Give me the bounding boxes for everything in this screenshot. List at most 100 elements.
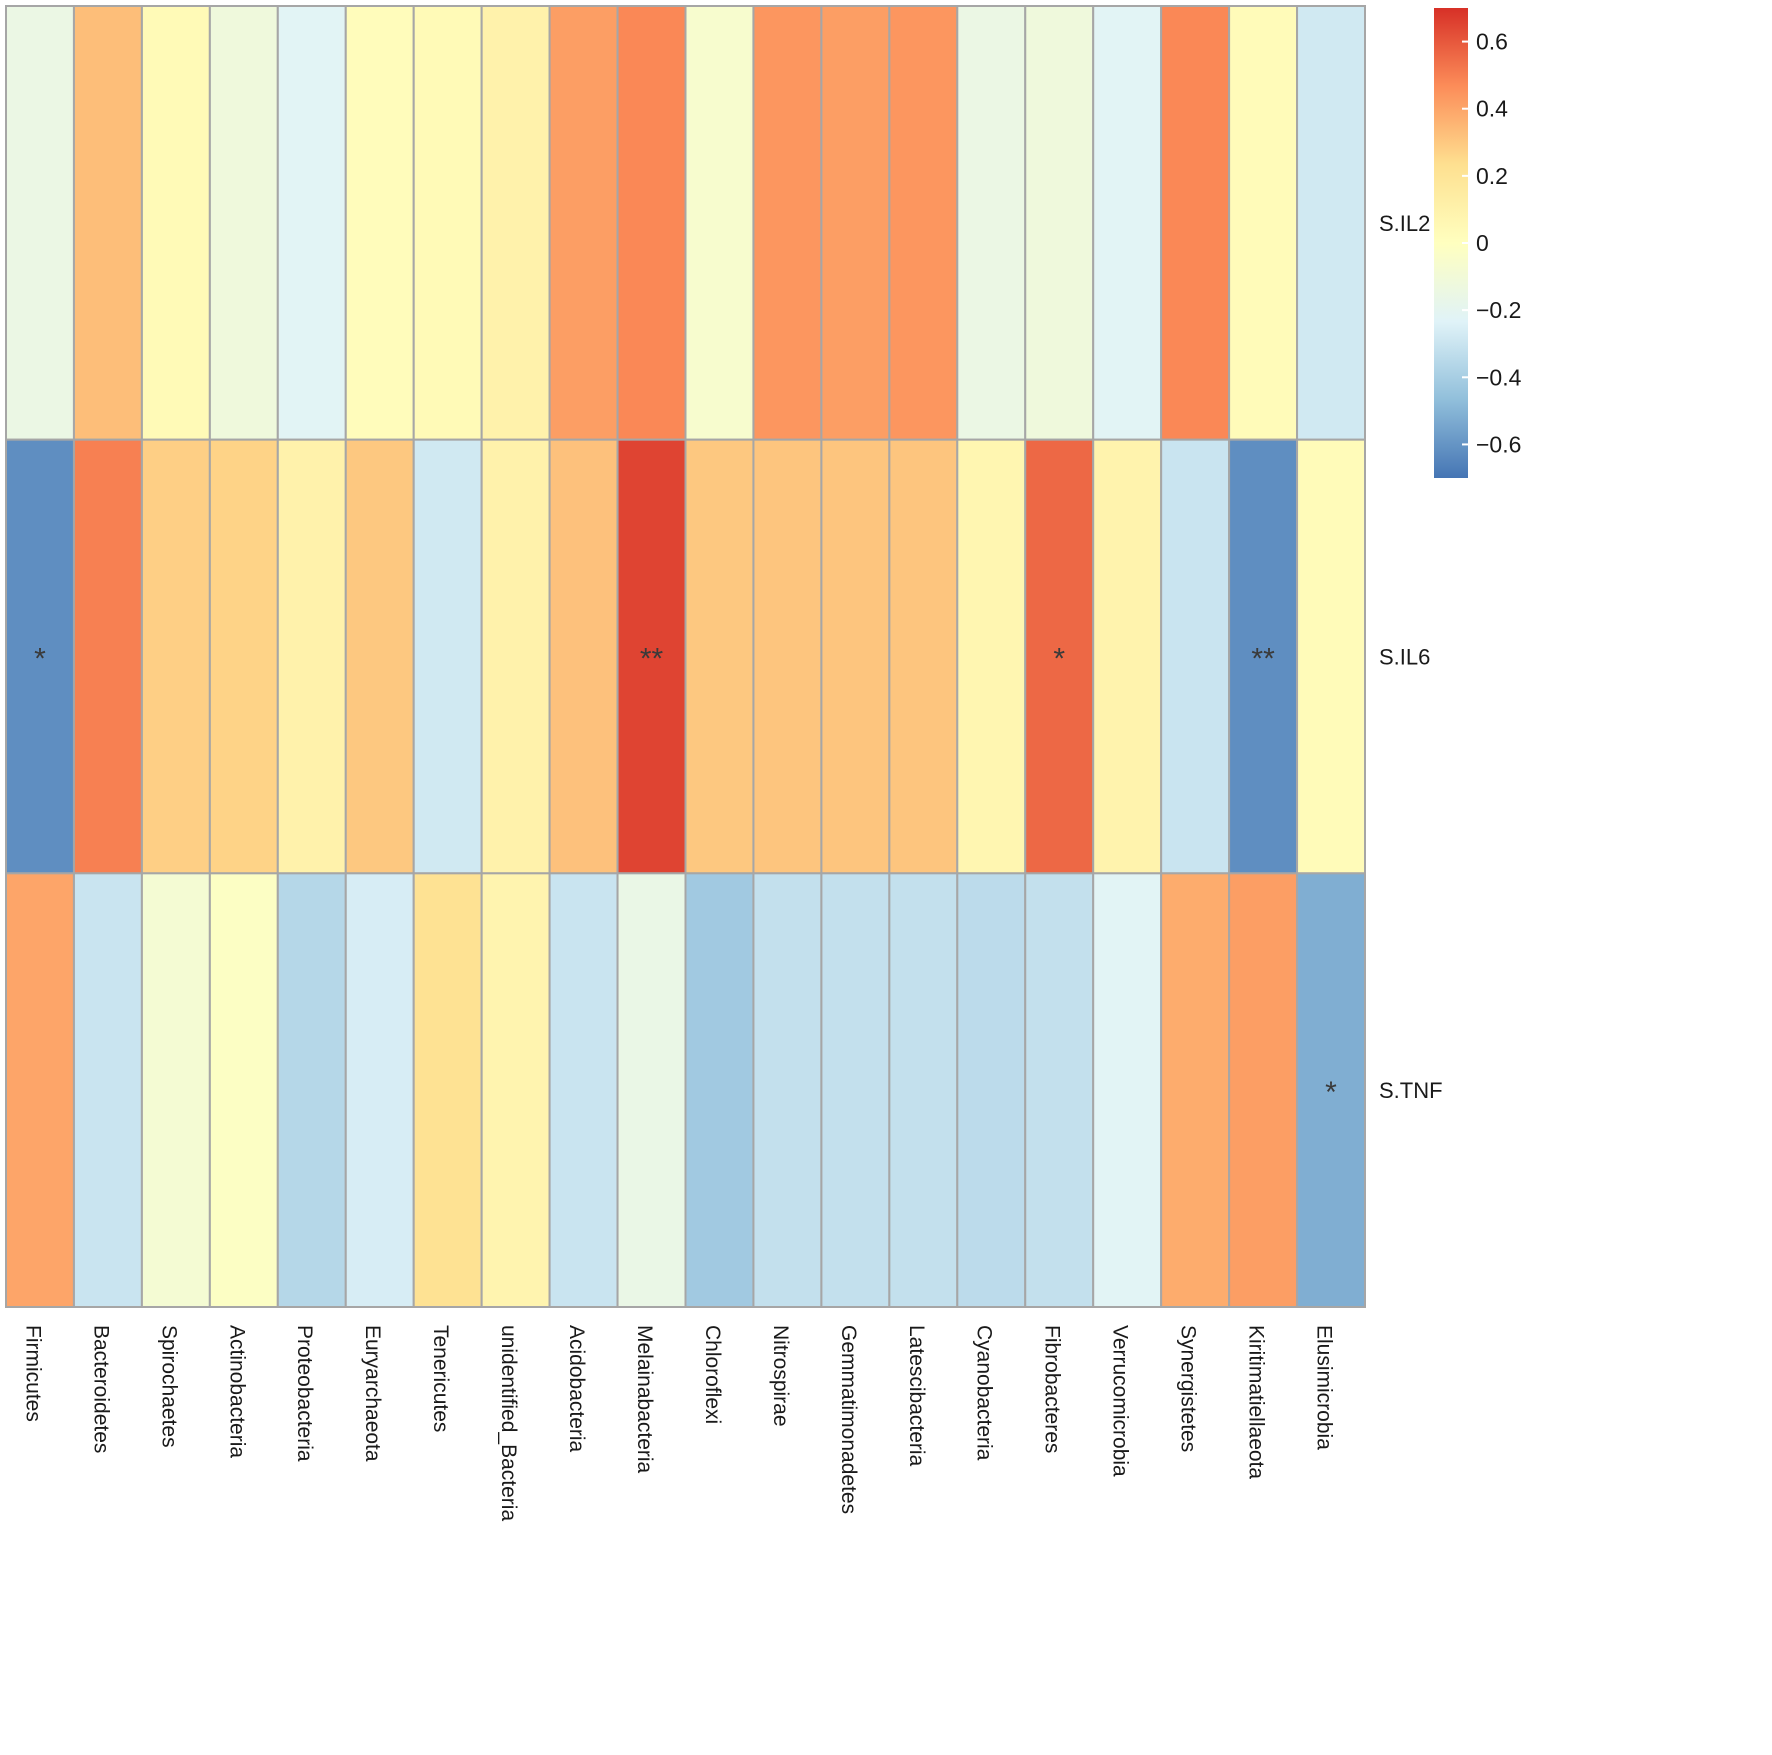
column-label: Kiritimatiellaeota	[1245, 1325, 1268, 1479]
significance-marker: **	[1251, 643, 1275, 676]
column-label: Spirochaetes	[157, 1325, 180, 1448]
column-label: Actinobacteria	[225, 1325, 248, 1458]
column-label: Cyanobacteria	[973, 1325, 996, 1461]
heatmap-cell	[140, 438, 211, 875]
heatmap-cell	[820, 438, 891, 875]
heatmap-cell	[412, 872, 483, 1309]
column-label: Gemmatimonadetes	[837, 1325, 860, 1514]
heatmap-cell	[1160, 5, 1231, 441]
column-label: Elusimicrobia	[1312, 1325, 1335, 1450]
heatmap-cell	[480, 438, 551, 875]
heatmap-cell	[72, 5, 143, 441]
heatmap-cell	[956, 438, 1027, 875]
column-label: Latescibacteria	[905, 1325, 928, 1467]
heatmap-cell	[276, 438, 347, 875]
heatmap-cell	[412, 438, 483, 875]
heatmap-cell	[888, 5, 959, 441]
heatmap-cell	[344, 438, 415, 875]
row-labels: S.IL2 S.IL6 S.TNF	[1379, 211, 1443, 1103]
heatmap-cell	[208, 5, 279, 441]
column-label: Fibrobacteres	[1041, 1325, 1064, 1453]
heatmap-cell	[1024, 5, 1095, 441]
heatmap-cell	[140, 5, 211, 441]
heatmap-cell	[548, 438, 619, 875]
heatmap-cell	[684, 872, 755, 1309]
column-label: Firmicutes	[21, 1325, 44, 1422]
column-label: Euryarchaeota	[361, 1325, 384, 1462]
heatmap-cell	[1092, 872, 1163, 1309]
column-label: Chloroflexi	[701, 1325, 724, 1424]
heatmap-cell	[752, 872, 823, 1309]
heatmap-cell	[820, 872, 891, 1309]
legend-tick-label: −0.4	[1476, 364, 1522, 390]
legend-tick-label: 0.6	[1476, 29, 1508, 55]
column-label: Bacteroidetes	[89, 1325, 112, 1453]
column-labels: Firmicutes Bacteroidetes Spirochaetes Actin…	[21, 1325, 1335, 1521]
significance-marker: *	[1325, 1076, 1337, 1109]
heatmap-cell	[344, 872, 415, 1309]
heatmap-cell	[752, 5, 823, 441]
heatmap-cell	[1296, 872, 1367, 1309]
heatmap-cell	[276, 5, 347, 441]
heatmap-cell	[548, 872, 619, 1309]
heatmap-cell	[412, 5, 483, 441]
column-label: Acidobacteria	[565, 1325, 588, 1453]
heatmap-cell	[616, 5, 687, 441]
heatmap-cell	[1092, 5, 1163, 441]
heatmap-cell	[208, 438, 279, 875]
heatmap-cell	[888, 872, 959, 1309]
significance-marker: **	[640, 643, 664, 676]
heatmap-cell	[72, 438, 143, 875]
legend-tick-label: −0.2	[1476, 297, 1521, 323]
heatmap-cell	[1296, 438, 1367, 875]
row-label: S.TNF	[1379, 1078, 1443, 1103]
row-label: S.IL2	[1379, 211, 1430, 236]
heatmap-cell	[1228, 5, 1299, 441]
row-label: S.IL6	[1379, 645, 1430, 670]
heatmap-cell	[616, 872, 687, 1309]
heatmap-cell	[480, 872, 551, 1309]
column-label: Nitrospirae	[769, 1325, 792, 1427]
heatmap-cell	[5, 5, 75, 441]
heatmap-cell	[72, 872, 143, 1309]
column-label: Proteobacteria	[293, 1325, 316, 1462]
heatmap-cell	[820, 5, 891, 441]
significance-markers: * ** * ***	[34, 643, 1337, 1110]
heatmap-cell	[480, 5, 551, 441]
legend-ticks: 0.6 0.4 0.2 0 −0.2 −0.4 −0.6	[1462, 29, 1522, 457]
heatmap-cell	[1296, 5, 1367, 441]
heatmap-cell	[1024, 872, 1095, 1309]
heatmap-cell	[1160, 438, 1231, 875]
heatmap-cell	[276, 872, 347, 1309]
heatmap-cell	[5, 438, 75, 875]
heatmap-cell	[616, 438, 687, 875]
significance-marker: *	[1053, 643, 1065, 676]
heatmap-cell	[5, 872, 75, 1309]
heatmap-cell	[752, 438, 823, 875]
heatmap-cell	[888, 438, 959, 875]
heatmap-cell	[956, 872, 1027, 1309]
column-label: unidentified_Bacteria	[497, 1325, 520, 1521]
legend-tick-label: 0.4	[1476, 96, 1508, 122]
significance-marker: *	[34, 643, 46, 676]
heatmap-cell	[548, 5, 619, 441]
heatmap-cell	[208, 872, 279, 1309]
column-label: Melainabacteria	[633, 1325, 656, 1474]
heatmap-cell	[1092, 438, 1163, 875]
legend-tick-label: −0.6	[1476, 431, 1521, 457]
heatmap-cell	[1024, 438, 1095, 875]
legend-tick-label: 0.2	[1476, 163, 1508, 189]
column-label: Tenericutes	[429, 1325, 452, 1432]
color-legend: 0.6 0.4 0.2 0 −0.2 −0.4 −0.6	[1434, 8, 1522, 478]
legend-tick-label: 0	[1476, 230, 1489, 256]
heatmap-cell	[1160, 872, 1231, 1309]
column-label: Verrucomicrobia	[1109, 1325, 1132, 1477]
heatmap-cell	[684, 5, 755, 441]
heatmap-cell	[140, 872, 211, 1309]
heatmap-cell	[956, 5, 1027, 441]
heatmap-cell	[684, 438, 755, 875]
column-label: Synergistetes	[1177, 1325, 1200, 1452]
heatmap-cell	[344, 5, 415, 441]
heatmap-cell	[1228, 872, 1299, 1309]
